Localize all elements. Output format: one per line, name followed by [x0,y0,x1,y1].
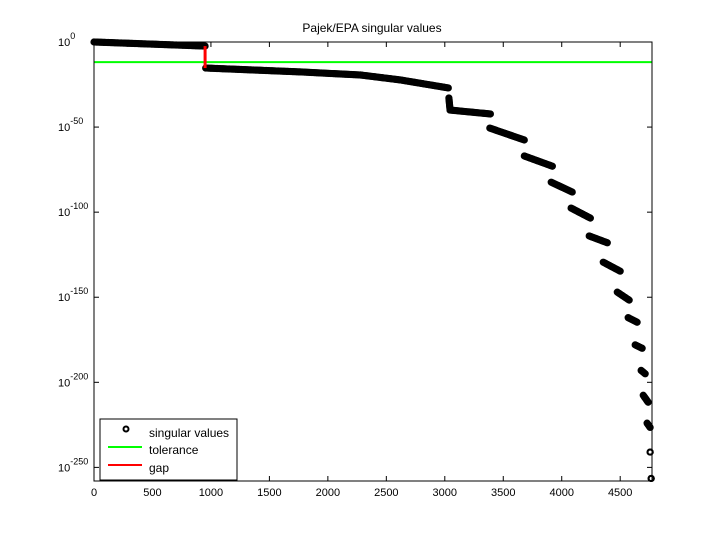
y-tick-base: 10 [58,207,70,219]
x-tick-label: 3000 [433,487,457,499]
x-tick-label: 1500 [257,487,281,499]
y-tick-base: 10 [58,462,70,474]
y-tick-exponent: 0 [70,31,75,41]
legend-marker-singular-values [122,425,130,433]
axes-box [93,41,653,482]
singular-value-point [641,370,649,378]
y-tick-label: 100 [58,31,75,49]
x-tick-label: 4000 [549,487,573,499]
y-tick-exponent: -100 [70,201,88,211]
singular-value-point [633,318,641,326]
y-tick-base: 10 [58,377,70,389]
x-tick-label: 2500 [374,487,398,499]
singular-value-point [520,136,528,144]
singular-value-point [616,267,624,275]
y-tick-exponent: -150 [70,286,88,296]
y-tick-base: 10 [58,122,70,134]
legend: singular values tolerance gap [99,418,238,481]
singular-value-point [644,398,652,406]
y-tick-base: 10 [58,292,70,304]
legend-label-tolerance: tolerance [149,443,199,457]
legend-label-gap: gap [149,461,169,475]
singular-value-point [486,110,494,118]
y-tick-label: 10-50 [58,116,83,134]
x-tick-label: 4500 [608,487,632,499]
y-tick-exponent: -250 [70,456,88,466]
y-tick-label: 10-200 [58,371,88,389]
x-tick-label: 3500 [491,487,515,499]
data-marks [90,38,655,483]
y-tick-base: 10 [58,37,70,49]
x-tick-label: 0 [91,487,97,499]
y-tick-exponent: -50 [70,116,83,126]
x-tick-label: 1000 [199,487,223,499]
axis-ticks: 0 500 1000 1500 2000 2500 3000 3500 4000 45001001… [58,31,652,499]
singular-value-point [638,344,646,352]
singular-value-point [603,239,611,247]
singular-value-point [625,296,633,304]
plot-area [94,42,652,481]
singular-value-point [586,214,594,222]
singular-value-point [646,448,654,456]
y-tick-label: 10-150 [58,286,88,304]
legend-label-singular-values: singular values [149,426,229,440]
y-tick-label: 10-250 [58,456,88,474]
x-tick-label: 500 [143,487,161,499]
singular-value-point [568,188,576,196]
singular-value-point [548,162,556,170]
y-tick-exponent: -200 [70,371,88,381]
y-tick-label: 10-100 [58,201,88,219]
singular-value-point [646,423,654,432]
x-tick-label: 2000 [316,487,340,499]
singular-value-point [444,84,452,92]
chart-title: Pajek/EPA singular values [302,21,441,35]
